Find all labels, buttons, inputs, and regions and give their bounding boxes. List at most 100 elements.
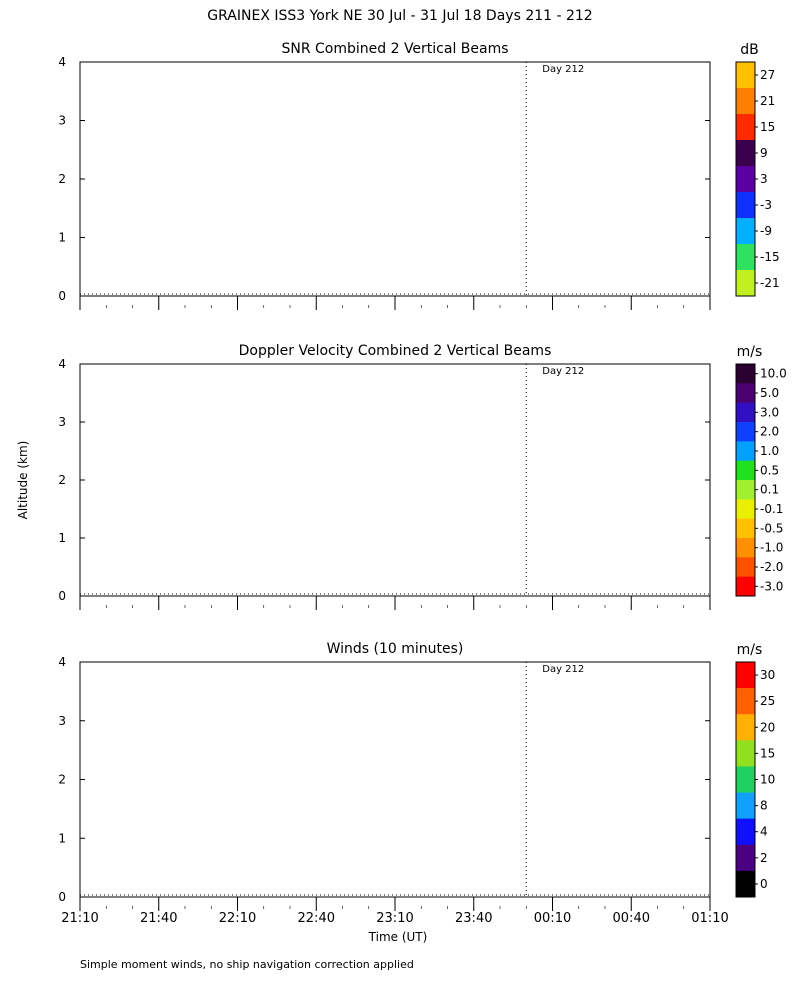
colorbar-segment [736,140,755,167]
colorbar-label: -1.0 [760,541,783,555]
colorbar-label: 21 [760,94,775,108]
plot-frame [79,61,711,297]
colorbar-label: 10.0 [760,367,787,381]
colorbar-label: 8 [760,799,768,813]
colorbar-segment [736,870,755,898]
colorbar-label: 10 [760,773,775,787]
colorbar-label: -21 [760,276,780,290]
colorbar-label: 5.0 [760,386,779,400]
colorbar-label: 27 [760,68,775,82]
y-tick-label: 4 [58,55,66,69]
figure-title: GRAINEX ISS3 York NE 30 Jul - 31 Jul 18 … [207,8,592,24]
x-tick-label: 21:10 [61,911,98,926]
colorbar-label: 15 [760,120,775,134]
y-tick-label: 1 [58,531,66,545]
colorbar-label: 1.0 [760,444,779,458]
x-tick-label: 01:10 [691,911,728,926]
colorbar-unit: m/s [737,642,763,658]
colorbar-segment [736,114,755,141]
colorbar-unit: dB [740,42,759,58]
colorbar-label: 15 [760,746,775,760]
x-tick-label: 00:10 [534,911,571,926]
colorbar-segment [736,518,755,539]
x-tick-label: 22:10 [219,911,256,926]
colorbar-label: -15 [760,250,780,264]
colorbar-label: 3.0 [760,405,779,419]
colorbar-segment [736,441,755,461]
x-tick-label: 22:40 [298,911,335,926]
colorbar-label: -2.0 [760,560,783,574]
x-tick-label: 00:40 [613,911,650,926]
colorbar-label: 0 [760,877,768,891]
colorbar-segment [736,576,755,597]
doppler-panel: Doppler Velocity Combined 2 Vertical Bea… [58,343,787,610]
colorbar-segment [736,480,755,500]
colorbar-label: -3 [760,198,772,212]
winds-panel: Winds (10 minutes) Day 212 0 1 2 3 4 21:10 21:40… [58,641,775,926]
y-tick-label: 3 [58,114,66,128]
y-tick-label: 4 [58,357,66,371]
colorbar-segment [736,557,755,577]
day-marker-label: Day 212 [542,664,584,675]
colorbar-segment [736,402,755,423]
colorbar-label: -0.1 [760,502,783,516]
x-axis-label: Time (UT) [368,930,428,944]
colorbar-label: 20 [760,720,775,734]
colorbar-segment [736,364,755,384]
colorbar-segment [736,88,755,115]
colorbar-segment [736,422,755,442]
x-tick-label: 23:10 [376,911,413,926]
colorbar-label: 3 [760,172,768,186]
colorbar-segment [736,740,755,767]
y-tick-label: 1 [58,231,66,245]
colorbar-segment [736,62,755,89]
x-tick-label: 21:40 [140,911,177,926]
colorbar-label: 25 [760,694,775,708]
snr-panel: SNR Combined 2 Vertical Beams Day 212 0 1 2 3… [58,41,780,310]
colorbar-frame [735,363,756,597]
plot-frame [79,661,711,898]
colorbar-segment [736,166,755,193]
colorbar-label: 2.0 [760,425,779,439]
colorbar-segment [736,270,755,297]
y-tick-label: 4 [58,655,66,669]
footnote: Simple moment winds, no ship navigation … [80,958,414,971]
y-tick-label: 2 [58,172,66,186]
panel-title: SNR Combined 2 Vertical Beams [281,41,508,57]
y-tick-label: 2 [58,473,66,487]
y-tick-label: 0 [58,289,66,303]
colorbar-segment [736,662,755,689]
y-tick-label: 0 [58,589,66,603]
colorbar-label: -3.0 [760,579,783,593]
colorbar-segment [736,244,755,271]
colorbar-label: 9 [760,146,768,160]
colorbar-segment [736,688,755,715]
y-tick-label: 2 [58,773,66,787]
colorbar-segment [736,218,755,245]
colorbar-segment [736,499,755,519]
x-tick-label: 23:40 [455,911,492,926]
colorbar-label: 30 [760,668,775,682]
y-tick-label: 1 [58,831,66,845]
colorbar-label: 0.5 [760,463,779,477]
colorbar-unit: m/s [737,344,763,360]
colorbar-label: -9 [760,224,772,238]
colorbar-segment [736,844,755,872]
colorbar-segment [736,714,755,741]
colorbar-segment [736,192,755,219]
colorbar-segment [736,538,755,558]
colorbar-segment [736,460,755,481]
colorbar-segment [736,766,755,793]
colorbar-label: 0.1 [760,483,779,497]
y-tick-label: 3 [58,714,66,728]
plot-frame [79,363,711,597]
colorbar-label: 2 [760,851,768,865]
panel-title: Doppler Velocity Combined 2 Vertical Bea… [239,343,552,359]
panel-title: Winds (10 minutes) [327,641,464,657]
day-marker-label: Day 212 [542,366,584,377]
day-marker-label: Day 212 [542,64,584,75]
colorbar-label: 4 [760,825,768,839]
y-axis-label: Altitude (km) [16,441,30,520]
colorbar-segment [736,792,755,819]
